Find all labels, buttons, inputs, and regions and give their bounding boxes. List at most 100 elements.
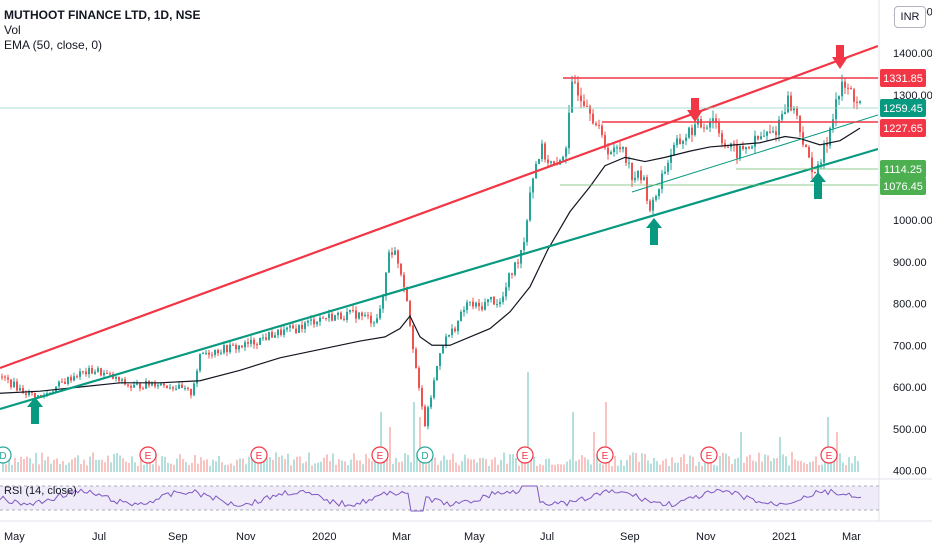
candle-body (196, 370, 198, 384)
volume-bar (839, 453, 841, 472)
volume-bar (635, 452, 637, 472)
candle-body (796, 108, 798, 116)
candle-body (265, 337, 267, 340)
volume-bar (509, 454, 511, 472)
volume-bar (542, 465, 544, 472)
volume-bar (347, 465, 349, 472)
volume-bar (38, 464, 40, 472)
candle-body (775, 131, 777, 136)
volume-bar (611, 465, 613, 472)
candle-body (454, 328, 456, 332)
volume-bar (398, 462, 400, 472)
candle-body (370, 315, 372, 324)
candle-body (406, 287, 408, 301)
volume-bar (728, 456, 730, 472)
volume-bar (785, 456, 787, 472)
volume-bar (824, 461, 826, 472)
volume-bar (857, 461, 859, 472)
candle-body (271, 331, 273, 338)
volume-bar (788, 465, 790, 472)
support-trendline (0, 147, 878, 411)
candle-body (280, 329, 282, 335)
candle-body (334, 315, 336, 321)
volume-bar (143, 464, 145, 472)
candle-body (712, 118, 714, 122)
candle-body (763, 135, 765, 137)
volume-bar (77, 455, 79, 472)
candle-body (388, 252, 390, 273)
volume-bar (308, 452, 310, 472)
candle-body (124, 379, 126, 385)
candle-body (247, 342, 249, 344)
candle-body (790, 95, 792, 111)
candle-body (736, 144, 738, 159)
volume-bar (596, 455, 598, 472)
volume-bar (584, 457, 586, 472)
candle-body (292, 325, 294, 329)
volume-bar (368, 458, 370, 472)
volume-bar (149, 457, 151, 472)
y-tick-label: 800.00 (893, 299, 927, 311)
candle-body (10, 379, 12, 387)
candle-body (595, 123, 597, 126)
volume-bar (812, 461, 814, 472)
earnings-marker-icon (700, 446, 718, 464)
candle-body (115, 376, 117, 379)
marker-label: E (377, 451, 384, 462)
candle-body (640, 170, 642, 181)
volume-bar (725, 453, 727, 472)
volume-bar (599, 463, 601, 472)
y-tick-label: 1300.00 (893, 90, 932, 102)
rsi-indicator-label: RSI (14, close) (4, 485, 77, 497)
volume-bar (527, 372, 529, 472)
volume-bar (134, 462, 136, 472)
candle-body (481, 306, 483, 310)
volume-bar (386, 454, 388, 472)
currency-button[interactable]: INR (894, 6, 926, 28)
candle-body (541, 143, 543, 160)
volume-bar (395, 457, 397, 472)
volume-bar (128, 462, 130, 472)
candle-body (568, 112, 570, 149)
marker-label: E (256, 451, 263, 462)
price-level-tag-label: 1227.65 (883, 123, 923, 135)
volume-bar (26, 456, 28, 472)
volume-bar (107, 455, 109, 472)
candle-body (466, 302, 468, 311)
candle-body (826, 143, 828, 146)
volume-bar (290, 465, 292, 472)
candle-body (808, 146, 810, 158)
candle-body (619, 147, 621, 150)
volume-bar (677, 462, 679, 472)
volume-bar (731, 464, 733, 472)
candle-body (688, 127, 690, 138)
volume-bar (701, 465, 703, 472)
candle-body (106, 372, 108, 374)
volume-bar (65, 464, 67, 472)
volume-bar (680, 457, 682, 472)
candle-body (472, 301, 474, 307)
candle-body (823, 143, 825, 163)
down-arrow-icon (832, 45, 848, 69)
volume-bar (746, 456, 748, 472)
volume-bar (614, 455, 616, 472)
candle-body (187, 387, 189, 389)
volume-bar (662, 460, 664, 472)
volume-bar (653, 457, 655, 472)
candle-body (502, 296, 504, 302)
volume-bar (650, 463, 652, 472)
volume-bar (632, 452, 634, 472)
candle-body (184, 387, 186, 389)
volume-bar (161, 456, 163, 472)
volume-bar (710, 462, 712, 472)
marker-label: D (421, 451, 428, 462)
down-arrow-icon (687, 98, 703, 122)
candle-body (73, 376, 75, 381)
candle-body (613, 147, 615, 153)
x-tick-label: Nov (696, 531, 716, 543)
volume-bar (704, 462, 706, 472)
candle-body (379, 308, 381, 319)
volume-bar (188, 465, 190, 472)
volume-bar (689, 455, 691, 472)
